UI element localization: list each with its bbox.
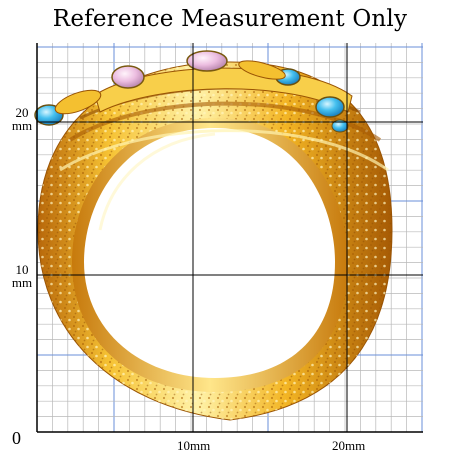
origin-label: 0 — [12, 428, 21, 448]
x-label-10mm: 10mm — [177, 438, 211, 453]
ring-image — [34, 50, 393, 421]
y-label-value: 10 — [15, 262, 29, 277]
gemstones — [34, 50, 349, 133]
x-label-20mm: 20mm — [332, 438, 366, 453]
y-label-20mm: 20 mm — [9, 106, 35, 132]
y-label-10mm: 10 mm — [9, 263, 35, 289]
y-label-unit: mm — [11, 118, 33, 133]
major-grid-lines — [36, 43, 423, 433]
page-title: Reference Measurement Only — [52, 6, 408, 32]
y-label-unit: mm — [11, 275, 33, 290]
y-label-value: 20 — [15, 105, 29, 120]
